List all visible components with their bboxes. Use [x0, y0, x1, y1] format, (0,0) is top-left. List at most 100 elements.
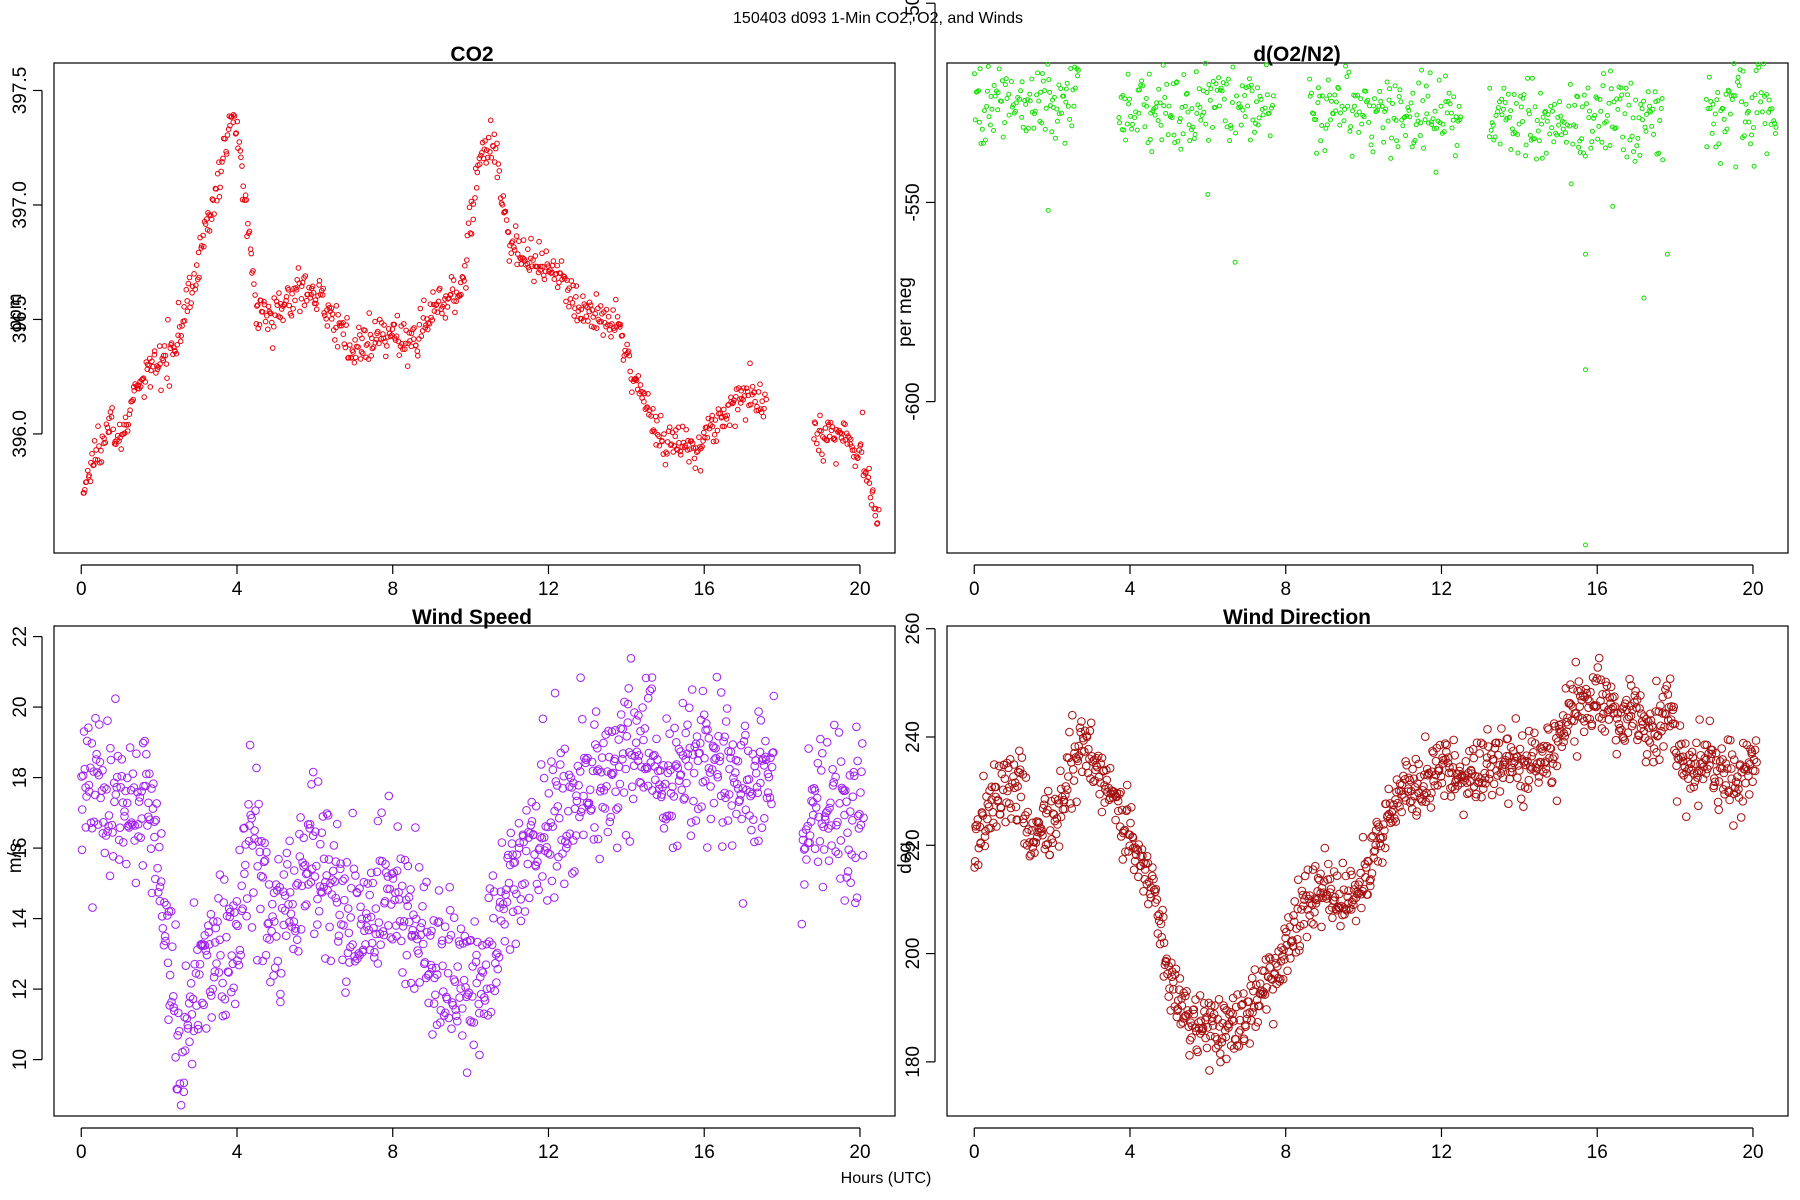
data-point	[1212, 104, 1218, 110]
data-points-o2	[972, 60, 1779, 548]
data-point	[195, 249, 202, 256]
data-point	[1614, 719, 1624, 729]
data-point	[720, 788, 729, 798]
data-point	[1740, 68, 1746, 74]
data-point	[1397, 87, 1403, 93]
data-point	[1061, 790, 1070, 800]
data-point	[651, 429, 658, 435]
data-point	[295, 265, 302, 271]
data-point	[1691, 759, 1700, 768]
data-point	[1411, 754, 1421, 764]
data-point	[1286, 954, 1295, 963]
data-point	[1523, 757, 1532, 766]
data-point	[1471, 792, 1481, 802]
data-point	[623, 699, 633, 709]
data-point	[1542, 769, 1552, 778]
data-point	[111, 790, 121, 799]
data-point	[253, 862, 262, 871]
data-point	[1674, 741, 1684, 750]
data-point	[1348, 124, 1354, 130]
data-point	[455, 993, 464, 1002]
data-point	[105, 871, 115, 881]
data-point	[285, 888, 295, 897]
data-point	[1255, 122, 1261, 128]
data-point	[1543, 150, 1549, 156]
data-point	[398, 922, 408, 931]
data-point	[1682, 812, 1691, 822]
data-point	[440, 922, 450, 932]
data-point	[220, 155, 226, 162]
data-point	[972, 117, 978, 123]
data-point	[410, 984, 419, 993]
data-point	[1040, 78, 1046, 84]
data-point	[118, 798, 128, 807]
data-point	[617, 321, 624, 328]
data-point	[1609, 708, 1619, 718]
data-point	[372, 318, 378, 325]
data-point	[747, 825, 756, 835]
data-point	[1445, 763, 1454, 772]
data-point	[1529, 748, 1538, 757]
data-point	[108, 828, 117, 837]
data-point	[1363, 88, 1369, 94]
data-point	[183, 286, 190, 293]
data-point	[516, 916, 526, 926]
data-point	[1555, 114, 1561, 120]
data-point	[134, 832, 143, 841]
data-point	[1386, 97, 1392, 103]
data-point	[1303, 865, 1313, 875]
data-point-outlier	[1641, 295, 1647, 301]
data-point	[1709, 130, 1715, 136]
data-point	[1430, 116, 1436, 122]
data-point	[246, 228, 253, 235]
data-point	[123, 773, 132, 783]
data-point	[227, 122, 233, 129]
data-point	[797, 919, 807, 929]
data-point	[552, 862, 562, 871]
data-point	[636, 726, 645, 736]
data-point	[662, 714, 671, 723]
data-point	[247, 246, 254, 252]
data-point	[478, 968, 488, 977]
data-point	[369, 923, 378, 933]
data-point	[155, 842, 164, 852]
data-point	[1343, 892, 1352, 902]
data-point	[256, 904, 265, 914]
data-point	[1758, 90, 1764, 96]
data-point	[1741, 778, 1750, 788]
data-point	[429, 916, 439, 925]
data-point	[397, 881, 407, 891]
data-point	[462, 1068, 472, 1077]
data-point	[335, 312, 342, 318]
data-point	[1356, 868, 1365, 878]
data-point-outlier	[1583, 367, 1588, 373]
data-point	[1599, 139, 1605, 145]
data-point	[160, 898, 169, 907]
data-point	[473, 185, 480, 191]
data-point	[175, 332, 181, 339]
data-point	[1711, 121, 1717, 127]
data-point	[472, 950, 481, 960]
data-point	[476, 989, 486, 999]
data-point	[169, 992, 178, 1001]
data-point	[1585, 85, 1591, 91]
data-point	[279, 870, 289, 879]
data-point	[621, 830, 631, 840]
data-point	[1216, 75, 1222, 81]
data-point	[851, 853, 860, 863]
data-point	[1443, 758, 1453, 768]
x-tick-label-o2: 4	[1125, 579, 1136, 600]
data-point	[1427, 788, 1436, 798]
data-point	[230, 112, 237, 118]
data-point	[1369, 134, 1375, 140]
data-point	[531, 861, 541, 871]
data-point	[506, 258, 513, 264]
data-point	[1576, 686, 1586, 695]
data-point	[668, 843, 678, 853]
data-point	[874, 520, 881, 526]
data-point	[125, 820, 134, 829]
data-point	[1629, 719, 1638, 728]
data-point	[1340, 910, 1349, 919]
data-point	[1047, 89, 1053, 95]
data-point	[235, 845, 244, 855]
